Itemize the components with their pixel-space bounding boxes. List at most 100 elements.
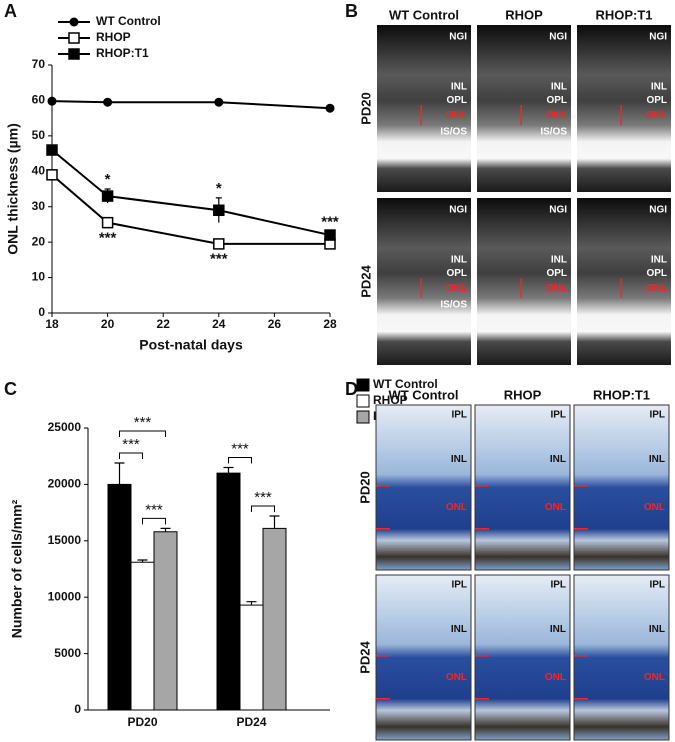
legend-marker [68, 32, 80, 44]
layer-label: ONL [546, 283, 567, 294]
significance-label: *** [134, 414, 152, 431]
layer-label: OPL [546, 268, 567, 279]
layer-label: NGI [549, 204, 567, 215]
significance-label: *** [254, 489, 272, 506]
layer-label: IPL [451, 410, 467, 421]
annotation: *** [321, 213, 339, 230]
micrograph [573, 574, 670, 741]
column-header: RHOP [505, 7, 543, 22]
layer-label: NGI [649, 204, 667, 215]
layer-label: IPL [649, 580, 665, 591]
panel-letter: A [4, 1, 17, 21]
layer-label: IS/OS [440, 300, 467, 311]
row-label: PD24 [357, 640, 372, 673]
error-bar [246, 601, 257, 606]
layer-label: ONL [644, 672, 665, 683]
layer-label: NGI [449, 31, 467, 42]
error-bar [269, 515, 280, 529]
layer-label: ONL [646, 110, 667, 121]
y-tick-label: 20 [32, 234, 46, 248]
legend-label: RHOP [373, 393, 408, 407]
y-tick-label: 70 [32, 57, 46, 71]
error-bar [160, 527, 171, 532]
marker [325, 103, 335, 113]
marker [46, 144, 58, 156]
legend-swatch [356, 410, 370, 424]
layer-label: NGI [649, 31, 667, 42]
significance-bracket [119, 452, 143, 459]
x-tick-label: 22 [157, 317, 171, 331]
x-tick-label: 20 [101, 317, 115, 331]
y-tick-label: 25000 [48, 420, 82, 434]
x-tick-label: 26 [268, 317, 282, 331]
layer-label: INL [649, 454, 665, 465]
layer-label: ONL [546, 110, 567, 121]
layer-label: IS/OS [540, 127, 567, 138]
layer-label: INL [451, 624, 467, 635]
layer-label: INL [649, 624, 665, 635]
layer-label: IPL [550, 410, 566, 421]
y-axis-label: ONL thickness (µm) [5, 123, 21, 255]
micrograph [573, 404, 670, 571]
significance-bracket [251, 505, 275, 512]
annotation: *** [210, 251, 228, 268]
layer-label: INL [551, 254, 567, 265]
y-tick-label: 0 [74, 702, 81, 716]
y-tick-label: 5000 [54, 646, 81, 660]
column-header: WT Control [389, 7, 459, 22]
layer-label: IPL [550, 580, 566, 591]
annotation: * [216, 180, 222, 197]
micrograph [577, 25, 671, 192]
legend-swatch [356, 394, 370, 408]
panel-letter: B [345, 1, 358, 21]
panel-letter: C [4, 379, 17, 399]
y-tick-label: 15000 [48, 533, 82, 547]
layer-label: INL [551, 81, 567, 92]
panel-letter: D [345, 379, 358, 399]
column-header: RHOP [504, 387, 542, 402]
x-tick-label: 24 [212, 317, 226, 331]
significance-bracket [142, 517, 166, 525]
layer-label: OPL [446, 95, 467, 106]
y-tick-label: 0 [38, 305, 45, 319]
layer-label: IPL [649, 410, 665, 421]
layer-label: NGI [549, 31, 567, 42]
layer-label: IS/OS [440, 127, 467, 138]
layer-label: ONL [545, 672, 566, 683]
layer-label: OPL [446, 268, 467, 279]
row-label: PD20 [357, 471, 372, 504]
row-label: PD24 [358, 264, 373, 297]
layer-label: OPL [546, 95, 567, 106]
bar [239, 604, 264, 711]
bar [130, 561, 155, 711]
marker [103, 97, 113, 107]
y-tick-label: 30 [32, 199, 46, 213]
marker [324, 229, 336, 241]
legend-marker [68, 48, 80, 60]
micrograph [474, 574, 571, 741]
legend-label: WT Control [373, 377, 438, 391]
row-label: PD20 [358, 92, 373, 125]
annotation: *** [99, 229, 117, 246]
marker [46, 169, 58, 181]
layer-label: ONL [446, 672, 467, 683]
y-tick-label: 20000 [48, 477, 82, 491]
legend-label: RHOP:T1 [96, 46, 149, 60]
significance-label: *** [145, 501, 163, 518]
layer-label: INL [451, 454, 467, 465]
annotation: * [105, 171, 111, 188]
layer-label: ONL [545, 502, 566, 513]
layer-label: ONL [446, 283, 467, 294]
y-tick-label: 40 [32, 163, 46, 177]
micrograph [577, 198, 671, 365]
layer-label: INL [550, 624, 566, 635]
column-header: RHOP:T1 [595, 7, 652, 22]
marker [214, 97, 224, 107]
micrograph [477, 198, 571, 365]
layer-label: IPL [451, 580, 467, 591]
significance-bracket [228, 456, 252, 464]
layer-label: INL [651, 254, 667, 265]
x-tick-label: PD24 [236, 715, 266, 729]
legend-swatch [356, 378, 370, 392]
